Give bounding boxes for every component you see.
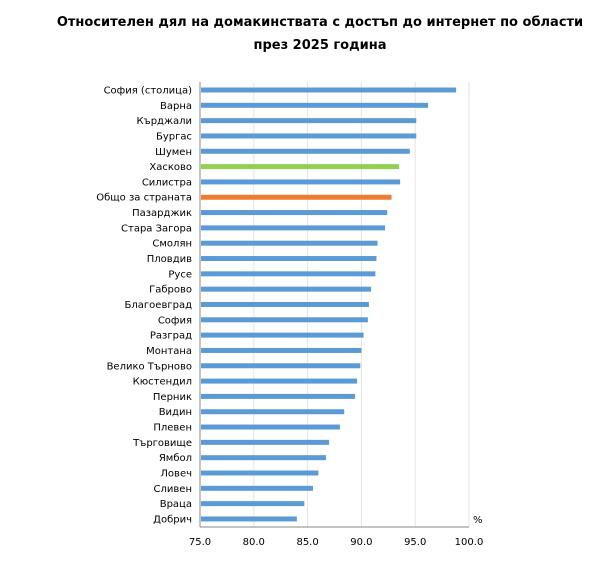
x-axis-unit-label: % [473, 515, 483, 526]
bar [201, 439, 330, 445]
category-label: Велико Търново [107, 361, 192, 372]
category-label: Стара Загора [121, 223, 192, 234]
bar [201, 133, 417, 139]
category-label: Пазарджик [132, 208, 192, 219]
category-label: Добрич [153, 514, 192, 525]
category-label: София (столица) [104, 86, 193, 97]
category-label: Общо за страната [96, 193, 192, 204]
bar [201, 179, 401, 185]
x-tick-label: 95.0 [404, 537, 426, 548]
bar [201, 332, 364, 338]
bar [201, 256, 377, 262]
category-label: Търговище [132, 438, 192, 449]
bar [201, 102, 429, 108]
bar [201, 470, 319, 476]
category-label: Кърджали [137, 116, 192, 127]
bar [201, 194, 392, 200]
category-label: Ямбол [159, 453, 192, 464]
bar [201, 424, 340, 430]
category-label: Перник [153, 392, 192, 403]
bar [201, 240, 378, 246]
category-label: Силистра [142, 177, 192, 188]
category-label: Габрово [149, 285, 192, 296]
bar [201, 393, 355, 399]
bar [201, 271, 376, 277]
x-tick-label: 75.0 [189, 537, 211, 548]
bar [201, 378, 358, 384]
bar [201, 118, 417, 124]
bar [201, 363, 361, 369]
category-label: Варна [160, 101, 192, 112]
bar [201, 87, 457, 93]
x-tick-label: 100.0 [455, 537, 484, 548]
bar [201, 225, 386, 231]
bar [201, 286, 372, 292]
category-label: Сливен [154, 484, 192, 495]
bar [201, 148, 410, 154]
bar [201, 347, 362, 353]
category-label: Русе [168, 269, 192, 280]
bar [201, 409, 345, 415]
category-label: Бургас [156, 131, 192, 142]
x-tick-label: 80.0 [243, 537, 265, 548]
category-label: Плевен [153, 423, 192, 434]
x-tick-label: 90.0 [350, 537, 372, 548]
category-label: Хасково [149, 162, 192, 173]
category-label: Смолян [152, 239, 192, 250]
category-label: Враца [160, 499, 192, 510]
chart-title-line2: през 2025 година [253, 38, 387, 53]
bar [201, 301, 369, 307]
chart-title-line1: Относителен дял на домакинствата с достъ… [56, 15, 584, 30]
bar [201, 455, 326, 461]
category-label: Монтана [146, 346, 192, 357]
category-label: Ловеч [160, 469, 192, 480]
category-label: Видин [159, 407, 192, 418]
bar [201, 501, 305, 507]
bar [201, 317, 368, 323]
category-label: Разград [150, 331, 192, 342]
bar [201, 516, 297, 522]
bar [201, 210, 388, 216]
bar [201, 485, 313, 491]
x-tick-label: 85.0 [296, 537, 318, 548]
bar [201, 164, 400, 170]
category-label: Кюстендил [133, 377, 192, 388]
category-label: Пловдив [147, 254, 192, 265]
category-label: Благоевград [125, 300, 193, 311]
category-label: София [158, 315, 192, 326]
category-label: Шумен [155, 147, 192, 158]
